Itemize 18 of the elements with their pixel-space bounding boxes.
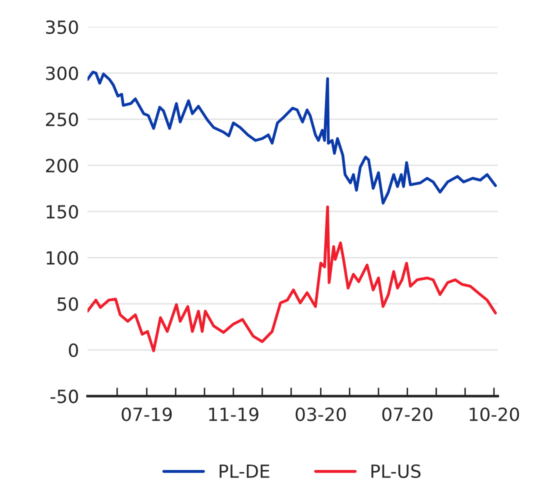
x-tick-label: 11-19 (209, 408, 258, 422)
x-tick-label: 10-20 (470, 408, 520, 422)
y-tick-label: 0 (68, 343, 78, 358)
y-tick-label: 150 (46, 204, 78, 219)
y-tick-label: 100 (46, 251, 78, 265)
line-series (88, 205, 497, 352)
y-tick-label: 200 (46, 158, 78, 172)
y-tick-label: 350 (46, 20, 78, 34)
y-tick-label: -50 (50, 390, 78, 404)
legend-label: PL-DE (220, 464, 270, 478)
x-tick-label: 07-19 (122, 408, 172, 422)
line-series (88, 70, 497, 205)
x-tick-label: 07-20 (382, 408, 432, 422)
y-tick-label: 300 (46, 66, 78, 80)
x-tick-label: 03-20 (296, 408, 346, 422)
legend-label: PL-US (371, 464, 421, 478)
y-tick-label: 250 (46, 112, 78, 126)
y-tick-label: 50 (58, 297, 78, 311)
